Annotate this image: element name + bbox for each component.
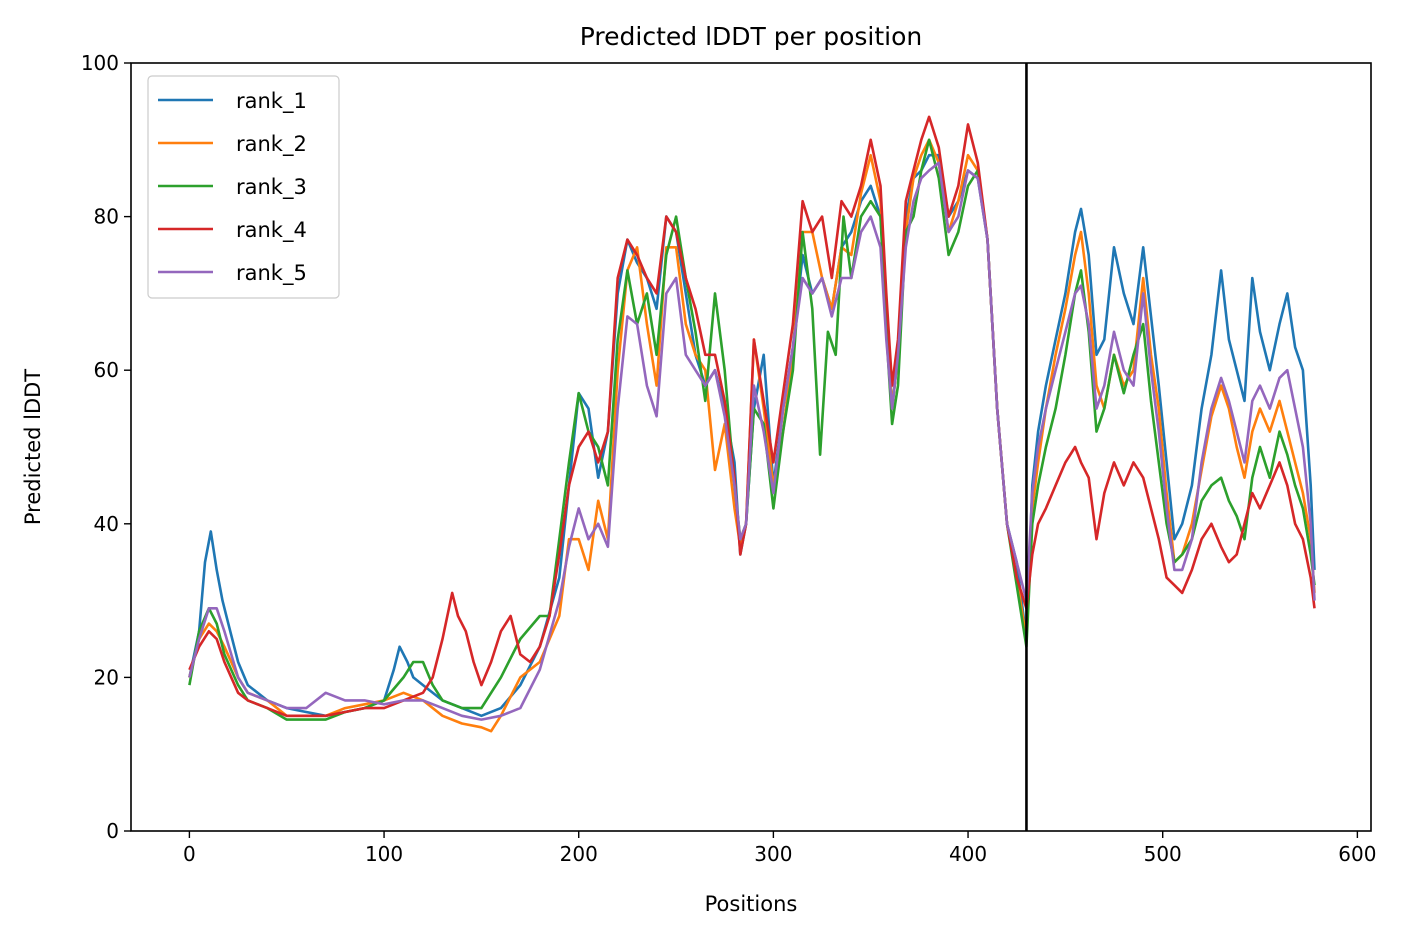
x-tick-label: 400 xyxy=(949,842,987,866)
legend-label: rank_4 xyxy=(236,218,307,243)
x-axis-label: Positions xyxy=(705,892,798,916)
series-line-rank-4 xyxy=(188,115,1316,718)
x-tick-label: 0 xyxy=(183,842,196,866)
x-tick-label: 600 xyxy=(1338,842,1376,866)
plot-frame xyxy=(130,62,1372,832)
y-tick-label: 20 xyxy=(94,665,119,689)
legend-label: rank_2 xyxy=(236,132,307,157)
y-axis: 0 20 40 60 80 100 xyxy=(81,51,131,843)
y-tick-label: 40 xyxy=(94,512,119,536)
y-axis-label: Predicted lDDT xyxy=(21,369,45,525)
x-tick-label: 500 xyxy=(1144,842,1182,866)
legend: rank_1 rank_2 rank_3 rank_4 rank_5 xyxy=(147,75,340,299)
x-tick-label: 200 xyxy=(560,842,598,866)
series-line-rank-2 xyxy=(188,138,1316,733)
x-tick-label: 300 xyxy=(754,842,792,866)
x-tick-label: 100 xyxy=(365,842,403,866)
chart-title: Predicted lDDT per position xyxy=(580,22,922,51)
x-axis: 0 100 200 300 400 500 600 xyxy=(183,831,1376,866)
y-tick-label: 60 xyxy=(94,358,119,382)
plot-lines xyxy=(188,115,1316,733)
y-tick-label: 0 xyxy=(106,819,119,843)
legend-box xyxy=(147,75,340,299)
y-tick-label: 80 xyxy=(94,205,119,229)
legend-label: rank_1 xyxy=(236,89,307,114)
legend-label: rank_5 xyxy=(236,261,307,286)
y-tick-label: 100 xyxy=(81,51,119,75)
series-line-rank-5 xyxy=(188,161,1316,721)
legend-label: rank_3 xyxy=(236,175,307,200)
